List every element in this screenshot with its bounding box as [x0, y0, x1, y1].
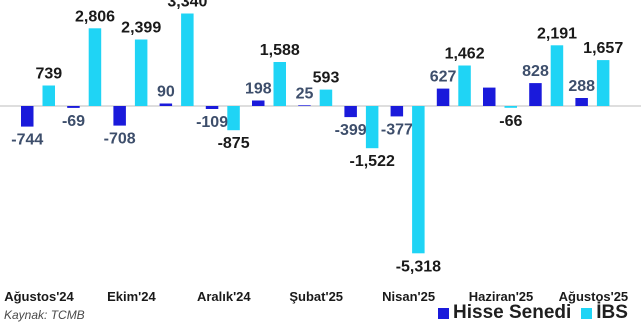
bar-ibs-6	[319, 89, 333, 106]
label-ibs-8: -5,318	[396, 258, 441, 275]
bar-hisse-10	[483, 87, 496, 106]
x-tick-label-12: Ağustos'25	[559, 289, 629, 304]
label-ibs-0: 739	[35, 66, 62, 83]
label-ibs-5: 1,588	[260, 42, 300, 59]
legend-swatch-ibs	[581, 307, 593, 319]
label-ibs-11: 2,191	[537, 25, 577, 42]
bar-hisse-7	[344, 106, 357, 118]
bar-hisse-3	[159, 103, 173, 106]
label-hisse-7: -399	[335, 122, 367, 139]
bar-hisse-12	[575, 98, 588, 106]
bar-ibs-11	[550, 45, 564, 106]
bar-ibs-1	[88, 28, 102, 106]
label-ibs-6: 593	[313, 70, 340, 87]
bar-hisse-6	[298, 105, 311, 106]
bar-ibs-3	[181, 13, 194, 106]
bar-hisse-4	[205, 106, 219, 109]
label-ibs-10: -66	[499, 113, 522, 130]
bar-ibs-9	[458, 65, 471, 106]
legend-label-hisse: Hisse Senedi	[453, 302, 572, 323]
label-hisse-8: -377	[381, 121, 413, 138]
label-hisse-12: 288	[568, 78, 595, 95]
x-tick-label-6: Şubat'25	[289, 289, 343, 304]
label-hisse-3: 90	[157, 84, 175, 101]
x-tick-label-2: Ekim'24	[107, 289, 156, 304]
label-ibs-2: 2,399	[121, 20, 161, 37]
label-ibs-12: 1,657	[583, 40, 623, 57]
bar-ibs-5	[273, 62, 286, 106]
bar-hisse-8	[390, 106, 404, 117]
x-tick-label-0: Ağustos'24	[4, 289, 74, 304]
legend-label-ibs: İBS	[596, 302, 628, 323]
label-ibs-3: 3,340	[167, 0, 207, 11]
bar-ibs-4	[227, 106, 240, 131]
label-hisse-5: 198	[245, 81, 272, 98]
x-tick-label-8: Nisan'25	[382, 289, 435, 304]
bar-hisse-11	[529, 83, 542, 106]
label-ibs-1: 2,806	[75, 8, 115, 25]
legend-item-ibs: İBS	[581, 302, 628, 324]
label-hisse-6: 25	[296, 85, 314, 102]
bar-hisse-1	[67, 106, 80, 108]
label-hisse-9: 627	[430, 69, 457, 86]
label-hisse-0: -744	[11, 132, 43, 149]
label-ibs-9: 1,462	[445, 46, 485, 63]
label-hisse-11: 828	[522, 63, 549, 80]
label-ibs-4: -875	[218, 135, 250, 152]
bar-ibs-10	[504, 106, 517, 108]
legend-item-hisse: Hisse Senedi	[438, 302, 571, 324]
x-tick-label-4: Aralık'24	[197, 289, 251, 304]
bar-ibs-12	[596, 60, 610, 106]
bar-hisse-2	[113, 106, 126, 126]
bar-ibs-2	[134, 39, 148, 106]
bar-ibs-7	[365, 106, 379, 149]
bar-hisse-5	[252, 100, 265, 106]
bar-ibs-8	[412, 106, 425, 254]
label-hisse-2: -708	[104, 131, 136, 148]
legend: Hisse Senedi İBS	[438, 302, 638, 324]
bar-hisse-0	[21, 106, 34, 127]
bar-ibs-0	[42, 85, 55, 106]
label-ibs-7: -1,522	[350, 153, 395, 170]
label-hisse-1: -69	[62, 113, 85, 130]
bar-hisse-9	[436, 88, 450, 106]
label-hisse-4: -109	[196, 114, 228, 131]
x-tick-label-10: Haziran'25	[469, 289, 534, 304]
legend-swatch-hisse	[438, 307, 449, 319]
source-note: Kaynak: TCMB	[4, 308, 85, 322]
